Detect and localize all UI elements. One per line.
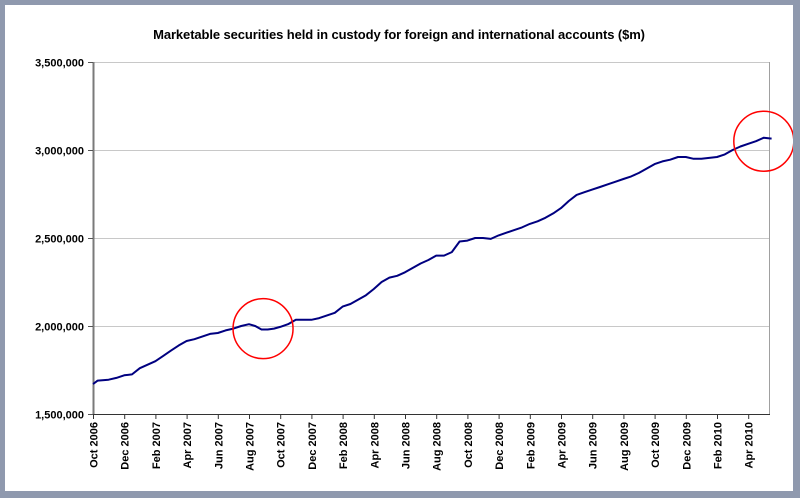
y-axis-ticks: 1,500,000 2,000,000 2,500,000 3,000,000 3,50… (35, 58, 93, 422)
axes (92, 62, 770, 415)
x-tick-label: Aug 2008 (432, 422, 444, 471)
line-chart: 1,500,000 2,000,000 2,500,000 3,000,000 3,50… (35, 58, 793, 471)
x-tick-label: Apr 2007 (182, 422, 194, 468)
x-tick-label: Oct 2009 (650, 422, 662, 468)
y-tick-label: 3,000,000 (35, 146, 84, 158)
y-tick-label: 2,000,000 (35, 322, 84, 334)
x-tick-label: Feb 2008 (338, 422, 350, 469)
x-tick-label: Dec 2007 (307, 422, 319, 470)
x-tick-label: Apr 2008 (369, 422, 381, 468)
x-tick-label: Apr 2009 (557, 422, 569, 468)
x-tick-label: Feb 2009 (525, 422, 537, 469)
highlight-circle (232, 297, 294, 360)
annotations (232, 110, 793, 360)
chart-panel: Marketable securities held in custody fo… (5, 5, 793, 491)
y-tick-label: 3,500,000 (35, 58, 84, 70)
chart-title: Marketable securities held in custody fo… (153, 27, 645, 42)
x-tick-label: Oct 2008 (463, 422, 475, 468)
x-tick-label: Feb 2010 (713, 422, 725, 469)
y-tick-label: 2,500,000 (35, 234, 84, 246)
x-tick-label: Apr 2010 (744, 422, 756, 468)
x-axis-ticks: Oct 2006 Dec 2006 Feb 2007 Apr 2007 Jun 2007… (89, 414, 756, 471)
series-group (92, 136, 772, 385)
x-tick-label: Aug 2009 (619, 422, 631, 471)
x-tick-label: Aug 2007 (245, 422, 257, 471)
highlight-circle (733, 110, 793, 172)
series-line (92, 136, 772, 385)
x-tick-label: Jun 2007 (213, 422, 225, 469)
y-tick-label: 1,500,000 (35, 410, 84, 422)
gridlines (93, 62, 769, 327)
x-tick-label: Dec 2008 (494, 422, 506, 470)
x-tick-label: Dec 2009 (681, 422, 693, 470)
x-tick-label: Jun 2009 (588, 422, 600, 469)
x-tick-label: Oct 2007 (276, 422, 288, 468)
x-tick-label: Oct 2006 (89, 422, 101, 468)
x-tick-label: Jun 2008 (401, 422, 413, 469)
x-tick-label: Feb 2007 (151, 422, 163, 469)
x-tick-label: Dec 2006 (120, 422, 132, 470)
